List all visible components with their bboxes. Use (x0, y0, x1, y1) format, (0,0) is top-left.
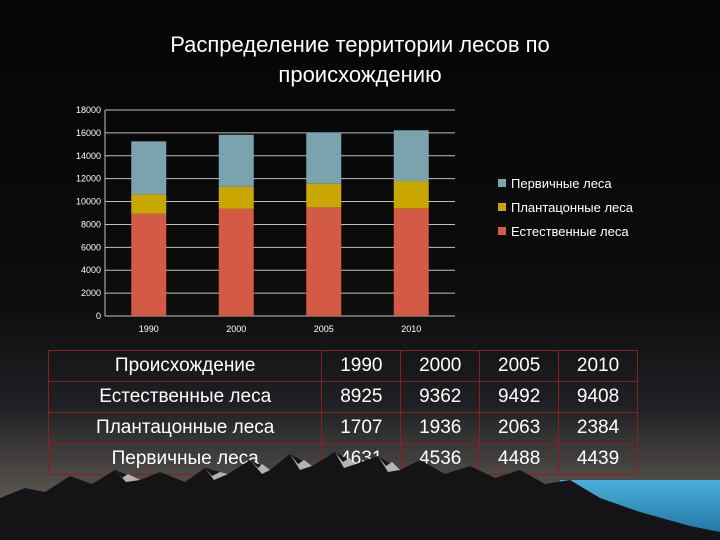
table-header-cell: 2010 (558, 350, 638, 382)
table-cell: 1707 (321, 412, 402, 444)
table-cell: 2063 (479, 412, 560, 444)
mountain-range (0, 452, 720, 540)
table-cell: Плантацонные леса (47, 412, 323, 444)
table-header-cell: 1990 (321, 350, 402, 382)
y-tick-label: 6000 (81, 242, 101, 252)
table-header-cell: Происхождение (47, 350, 323, 382)
y-tick-label: 12000 (76, 174, 101, 184)
mountain-silhouette (0, 452, 720, 540)
y-tick-label: 14000 (76, 151, 101, 161)
legend-swatch-primary (498, 179, 506, 187)
chart-legend: Первичные леса Плантацонные леса Естеств… (498, 176, 648, 248)
bar-segment-plantation (306, 183, 342, 208)
y-tick-label: 16000 (76, 128, 101, 138)
table-header-row: Происхождение 1990 2000 2005 2010 (47, 350, 638, 382)
x-tick-label: 2000 (226, 324, 246, 334)
table-cell: 9362 (400, 381, 481, 413)
legend-swatch-natural (498, 227, 506, 235)
bar-segment-plantation (393, 181, 429, 209)
bar-segment-natural (218, 208, 254, 316)
bar-segment-primary (218, 134, 254, 187)
table-cell: 9408 (558, 381, 638, 413)
y-tick-label: 10000 (76, 197, 101, 207)
table-cell: 9492 (479, 381, 560, 413)
x-tick-label: 2005 (314, 324, 334, 334)
legend-item-primary: Первичные леса (498, 176, 648, 192)
chart-title: Распределение территории лесов по происх… (170, 32, 550, 87)
bar-segment-natural (393, 208, 429, 316)
x-tick-label: 2010 (401, 324, 421, 334)
table-cell: 8925 (321, 381, 402, 413)
y-tick-label: 2000 (81, 288, 101, 298)
table-cell: 1936 (400, 412, 481, 444)
table-header-cell: 2000 (400, 350, 481, 382)
table-cell: 2384 (558, 412, 638, 444)
legend-swatch-plantation (498, 203, 506, 211)
table-header-cell: 2005 (479, 350, 560, 382)
bar-segment-primary (393, 130, 429, 182)
table-cell: Естественные леса (47, 381, 323, 413)
stacked-bar-chart: 0 2000 4000 6000 8000 10000 12000 14000 16000 180… (76, 105, 455, 334)
y-tick-label: 0 (96, 311, 101, 321)
bar-segment-natural (306, 207, 342, 316)
legend-label-plantation: Плантацонные леса (511, 200, 633, 215)
x-tick-label: 1990 (139, 324, 159, 334)
bar-segment-plantation (218, 186, 254, 209)
y-tick-label: 18000 (76, 105, 101, 115)
y-tick-label: 4000 (81, 265, 101, 275)
bar-segment-plantation (131, 194, 167, 214)
bar-segment-primary (131, 141, 167, 195)
legend-label-natural: Естественные леса (511, 224, 629, 239)
table-row: Плантацонные леса 1707 1936 2063 2384 (47, 412, 638, 444)
y-tick-label: 8000 (81, 219, 101, 229)
legend-label-primary: Первичные леса (511, 176, 612, 191)
bar-segment-natural (131, 213, 167, 316)
table-cell: 4439 (558, 443, 638, 475)
legend-item-natural: Естественные леса (498, 224, 648, 240)
bar-segment-primary (306, 132, 342, 184)
table-row: Естественные леса 8925 9362 9492 9408 (47, 381, 638, 413)
legend-item-plantation: Плантацонные леса (498, 200, 648, 216)
